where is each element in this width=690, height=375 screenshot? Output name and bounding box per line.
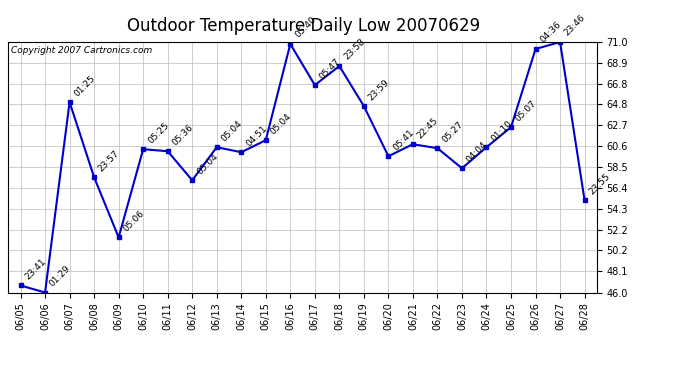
Text: 01:29: 01:29 xyxy=(48,264,72,288)
Text: 05:25: 05:25 xyxy=(146,120,170,145)
Text: 04:04: 04:04 xyxy=(465,140,489,164)
Text: 05:27: 05:27 xyxy=(440,120,465,144)
Text: 05:36: 05:36 xyxy=(170,122,195,147)
Text: 23:55: 23:55 xyxy=(587,172,612,196)
Text: 23:57: 23:57 xyxy=(97,148,121,173)
Text: 01:10: 01:10 xyxy=(489,118,514,143)
Text: 23:58: 23:58 xyxy=(342,37,366,62)
Text: 04:36: 04:36 xyxy=(538,20,563,45)
Text: 22:45: 22:45 xyxy=(415,116,440,140)
Text: 05:04: 05:04 xyxy=(219,118,244,143)
Text: 04:51: 04:51 xyxy=(244,123,268,148)
Text: 05:41: 05:41 xyxy=(391,128,416,152)
Text: 05:47: 05:47 xyxy=(317,56,342,81)
Text: 05:40: 05:40 xyxy=(293,15,317,40)
Text: 23:41: 23:41 xyxy=(23,257,48,281)
Text: 05:04: 05:04 xyxy=(195,152,219,176)
Text: 23:46: 23:46 xyxy=(563,13,587,38)
Text: Outdoor Temperature Daily Low 20070629: Outdoor Temperature Daily Low 20070629 xyxy=(127,17,480,35)
Text: 01:25: 01:25 xyxy=(72,74,97,98)
Text: Copyright 2007 Cartronics.com: Copyright 2007 Cartronics.com xyxy=(11,46,152,55)
Text: 23:59: 23:59 xyxy=(366,77,391,102)
Text: 05:07: 05:07 xyxy=(514,98,538,123)
Text: 05:06: 05:06 xyxy=(121,209,146,233)
Text: 05:04: 05:04 xyxy=(268,111,293,136)
